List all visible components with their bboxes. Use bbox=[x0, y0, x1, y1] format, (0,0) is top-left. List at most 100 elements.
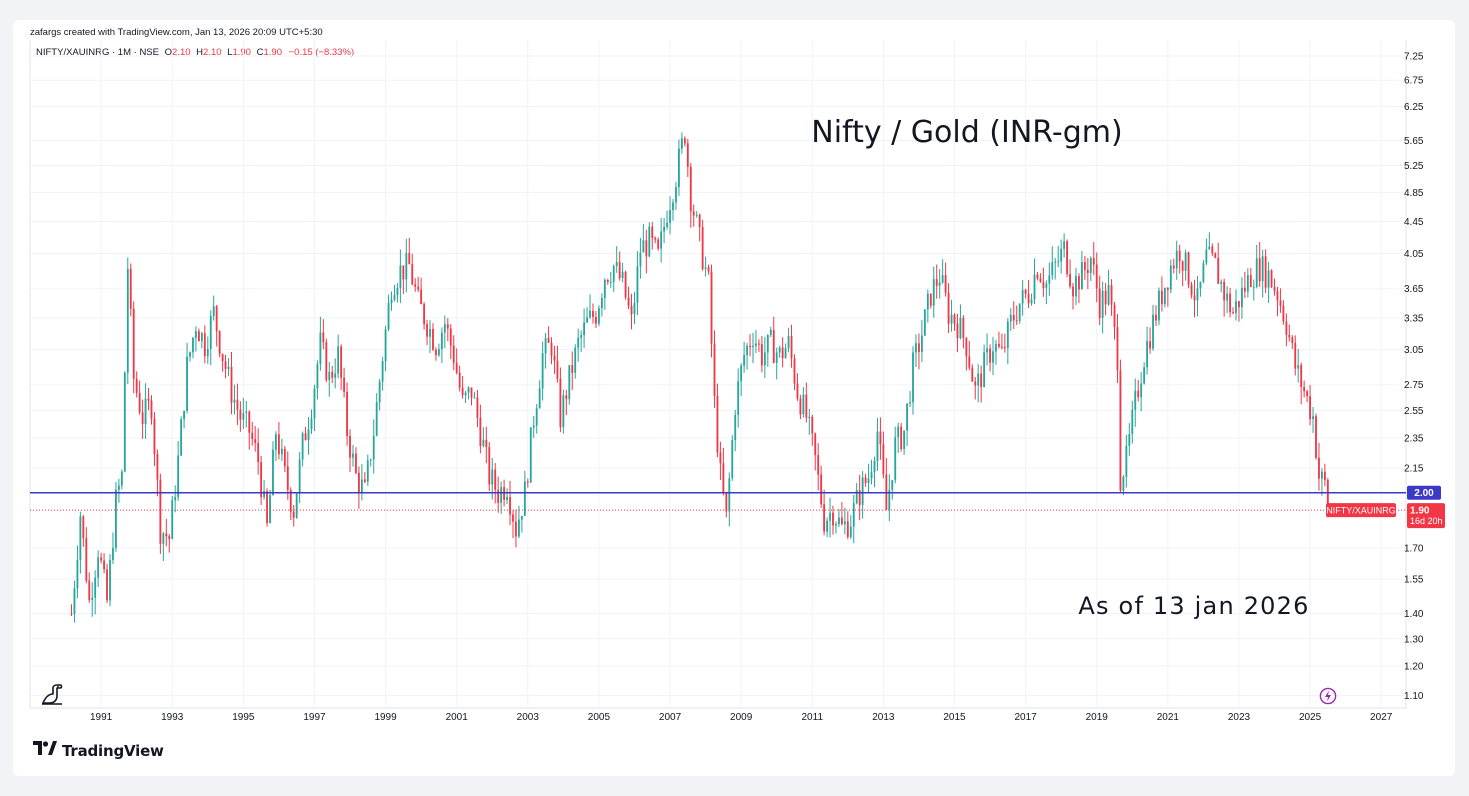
candle-body bbox=[651, 226, 654, 239]
candle-body bbox=[912, 352, 914, 403]
candle-body bbox=[1122, 476, 1125, 491]
candle-body bbox=[1226, 293, 1229, 301]
candle-body bbox=[707, 267, 710, 272]
candle-body bbox=[586, 317, 588, 323]
candle-body bbox=[123, 372, 126, 472]
candle-body bbox=[1018, 303, 1021, 321]
candle-body bbox=[950, 314, 953, 324]
symbol-tag-bg bbox=[1326, 503, 1396, 518]
candle-body bbox=[503, 487, 506, 500]
candle-body bbox=[855, 490, 858, 504]
candle-body bbox=[165, 533, 168, 537]
candle-body bbox=[449, 328, 452, 346]
candle-body bbox=[1264, 256, 1267, 288]
candle-body bbox=[337, 346, 340, 374]
candle-body bbox=[980, 373, 983, 388]
candle-body bbox=[334, 373, 337, 378]
candle-body bbox=[405, 252, 408, 280]
candle-body bbox=[947, 292, 950, 324]
candle-body bbox=[1069, 274, 1071, 287]
support-line-label-bg bbox=[1407, 485, 1441, 500]
candle-body bbox=[832, 512, 834, 526]
candle-body bbox=[328, 371, 331, 380]
candle-body bbox=[1137, 390, 1140, 398]
lightning-bolt-icon[interactable] bbox=[1319, 687, 1337, 710]
candle-body bbox=[378, 381, 381, 403]
candle-body bbox=[1229, 293, 1231, 313]
candle-body bbox=[73, 588, 76, 614]
candle-body bbox=[858, 490, 861, 506]
y-tick-label: 1.10 bbox=[1404, 691, 1424, 702]
ohlc-high-label: H bbox=[196, 47, 204, 58]
candle-body bbox=[1146, 341, 1149, 368]
candle-body bbox=[283, 448, 286, 467]
candle-body bbox=[467, 387, 470, 393]
x-tick-label: 2019 bbox=[1086, 712, 1109, 723]
candle-body bbox=[103, 560, 105, 570]
candle-body bbox=[538, 388, 541, 409]
price-chart[interactable]: 7.25 6.75 6.25 5.65 5.25 4.85 4.45 4.05 3.65 3.35… bbox=[13, 20, 1455, 776]
candle-body bbox=[115, 489, 117, 548]
candle-body bbox=[346, 391, 348, 436]
candle-body bbox=[289, 490, 292, 512]
candle-body bbox=[257, 442, 260, 463]
x-tick-label: 2007 bbox=[659, 712, 682, 723]
symbol-line: NIFTY/XAUINRG · 1M · NSE bbox=[36, 47, 159, 58]
candle-body bbox=[218, 331, 221, 355]
candle-body bbox=[1193, 295, 1196, 301]
candle-body bbox=[787, 336, 790, 349]
ohlc-close-label: C bbox=[256, 47, 264, 58]
candle-body bbox=[971, 367, 974, 382]
candle-body bbox=[968, 356, 971, 368]
candle-body bbox=[369, 459, 372, 461]
candle-body bbox=[420, 289, 423, 305]
candle-body bbox=[1051, 262, 1054, 276]
candle-body bbox=[322, 332, 325, 343]
symbol-tag: NIFTY/XAUINRG bbox=[1326, 506, 1396, 516]
candle-body bbox=[823, 504, 826, 532]
candle-body bbox=[808, 416, 811, 418]
candle-body bbox=[393, 295, 396, 300]
ohlc-close-value: 1.90 bbox=[263, 47, 282, 58]
candle-body bbox=[1300, 365, 1303, 388]
candle-body bbox=[141, 412, 144, 425]
candle-body bbox=[209, 315, 212, 349]
candle-body bbox=[180, 419, 183, 456]
x-tick-label: 2005 bbox=[588, 712, 611, 723]
candle-body bbox=[932, 279, 935, 306]
ohlc-open-label: O bbox=[164, 47, 173, 58]
chart-frame: zafargs created with TradingView.com, Ja… bbox=[13, 20, 1455, 776]
candle-body bbox=[120, 471, 123, 486]
candle-body bbox=[752, 345, 754, 348]
candle-body bbox=[138, 392, 141, 413]
candle-body bbox=[716, 395, 719, 453]
candle-body bbox=[1101, 290, 1104, 319]
candle-body bbox=[663, 226, 666, 232]
candle-body bbox=[612, 265, 615, 282]
candle-body bbox=[97, 557, 100, 578]
candle-body bbox=[307, 429, 310, 441]
candle-body bbox=[147, 398, 150, 401]
candle-body bbox=[1196, 288, 1199, 301]
candle-body bbox=[1006, 321, 1009, 349]
candle-body bbox=[719, 452, 722, 464]
candle-body bbox=[846, 521, 849, 537]
y-tick-label: 2.35 bbox=[1404, 434, 1424, 445]
candle-body bbox=[799, 398, 802, 415]
candle-body bbox=[230, 366, 233, 403]
candle-body bbox=[443, 324, 446, 333]
candle-body bbox=[935, 279, 938, 286]
y-tick-label: 2.55 bbox=[1404, 406, 1424, 417]
annotation-date: As of 13 jan 2026 bbox=[1078, 592, 1309, 620]
candle-body bbox=[704, 267, 707, 269]
candle-body bbox=[1155, 314, 1157, 321]
tradingview-logo[interactable]: TradingView bbox=[33, 741, 164, 760]
candle-body bbox=[1178, 250, 1181, 262]
candle-body bbox=[275, 434, 277, 450]
candle-body bbox=[106, 569, 108, 601]
candle-body bbox=[989, 348, 991, 363]
candle-body bbox=[200, 333, 203, 342]
candle-body bbox=[1323, 471, 1326, 480]
candle-body bbox=[301, 433, 304, 460]
candle-body bbox=[183, 410, 186, 420]
